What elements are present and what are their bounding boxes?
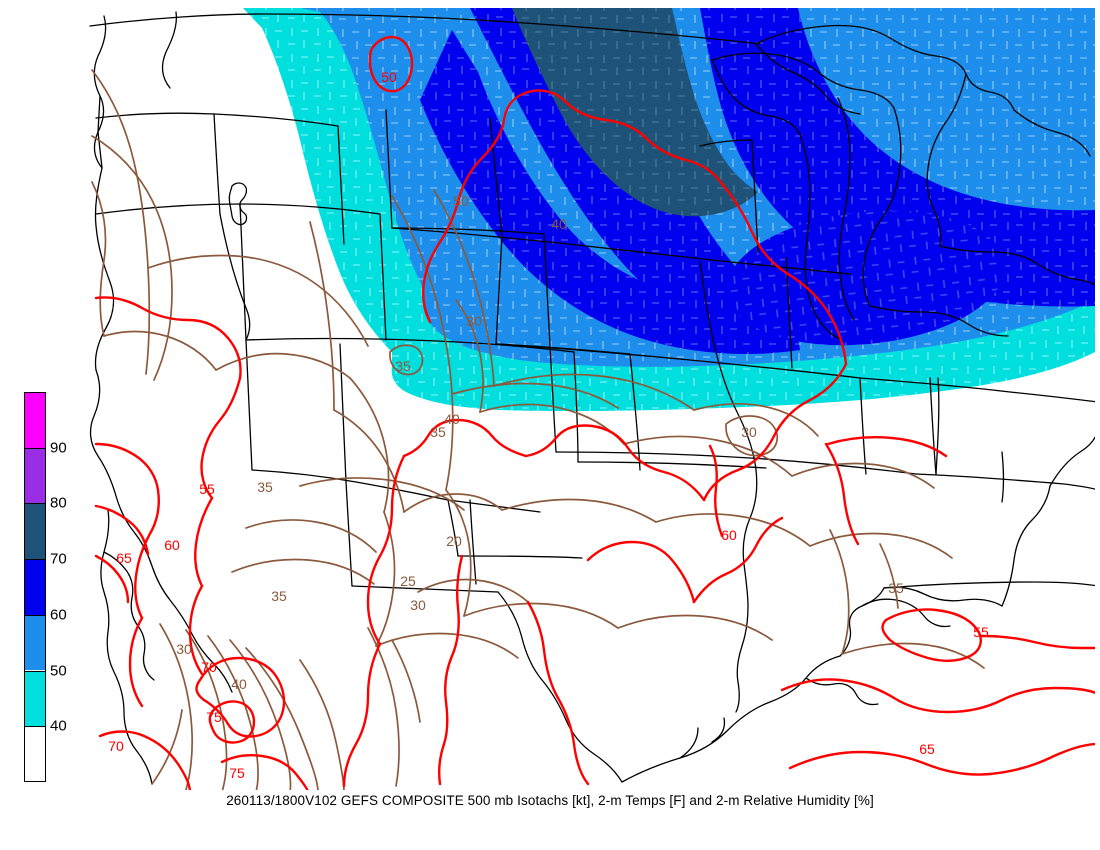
svg-text:50: 50 [453,193,469,209]
colorbar-tickmark-40 [24,726,46,728]
svg-text:65: 65 [919,741,935,757]
colorbar-tick-label-40: 40 [50,717,67,735]
rh-band-70-80 [450,8,758,217]
svg-text:40: 40 [551,216,567,232]
colorbar-tickmark-70 [24,559,46,561]
colorbar-tick-label-70: 70 [50,550,67,568]
colorbar-tickmark-90 [24,447,46,449]
colorbar-tickmark-50 [24,670,46,672]
svg-text:25: 25 [400,573,416,589]
svg-text:60: 60 [721,527,737,543]
colorbar-tickmark-60 [24,614,46,616]
svg-text:70: 70 [108,738,124,754]
svg-text:30: 30 [466,313,482,329]
colorbar-band-below-40 [24,726,46,782]
colorbar-band-40-50 [24,670,46,727]
isotach-contours [91,69,985,790]
svg-text:50: 50 [381,69,397,85]
colorbar-band-60-70 [24,559,46,615]
svg-text:30: 30 [741,424,757,440]
colorbar-tick-label-60: 60 [50,606,67,624]
temperature-contour-labels: 50 55 60 65 60 55 70 75 70 75 65 [108,69,989,781]
colorbar-tickmark-80 [24,503,46,505]
colorbar-tick-label-90: 90 [50,439,67,457]
svg-text:40: 40 [444,411,460,427]
colorbar-band-80-90 [24,447,46,504]
colorbar-tick-label-80: 80 [50,494,67,512]
map-title: 260113/1800V102 GEFS COMPOSITE 500 mb Is… [226,793,874,808]
svg-text:35: 35 [395,358,411,374]
svg-text:75: 75 [229,765,245,781]
svg-text:30: 30 [176,641,192,657]
svg-text:55: 55 [199,481,215,497]
temperature-contours [94,35,1095,790]
rh-band-60-70 [330,8,1095,354]
colorbar-band-70-80 [24,503,46,560]
svg-text:35: 35 [430,424,446,440]
svg-text:75: 75 [206,709,222,725]
colorbar-band-50-60 [24,614,46,671]
svg-text:30: 30 [410,597,426,613]
svg-text:60: 60 [164,537,180,553]
rh-filled-contours [243,8,1095,412]
svg-text:70: 70 [201,659,217,675]
svg-text:35: 35 [888,580,904,596]
geographic-boundaries [89,11,1095,785]
svg-text:35: 35 [271,588,287,604]
svg-text:20: 20 [446,533,462,549]
svg-text:55: 55 [973,624,989,640]
svg-text:65: 65 [116,550,132,566]
isotach-contour-labels: 50 40 30 35 40 35 35 30 20 25 35 30 30 4… [176,193,904,692]
colorbar-tick-label-50: 50 [50,662,67,679]
svg-text:35: 35 [257,479,273,495]
svg-text:40: 40 [231,676,247,692]
colorbar-band-90-100 [24,392,46,448]
relative-humidity-colorbar[interactable]: 90 80 70 60 50 40 [24,392,67,782]
